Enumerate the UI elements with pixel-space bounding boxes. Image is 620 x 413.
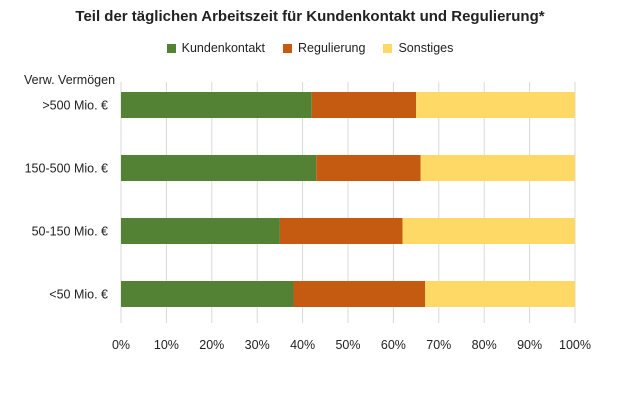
chart-title: Teil der täglichen Arbeitszeit für Kunde…: [75, 8, 545, 25]
legend: Kundenkontakt Regulierung Sonstiges: [0, 41, 620, 55]
y-tick-label: >500 Mio. €: [42, 99, 108, 113]
x-tick-label: 100%: [559, 338, 591, 352]
x-tick-label: 70%: [426, 338, 451, 352]
y-tick-label: 150-500 Mio. €: [25, 162, 108, 176]
bar-kundenkontakt: [121, 281, 294, 307]
legend-label-kundenkontakt: Kundenkontakt: [181, 41, 266, 55]
legend-item-regulierung: Regulierung: [283, 41, 365, 55]
bar-regulierung: [316, 155, 421, 181]
legend-swatch-kundenkontakt: [166, 43, 176, 53]
legend-swatch-regulierung: [283, 43, 293, 53]
bar-kundenkontakt: [121, 218, 280, 244]
x-tick-label: 40%: [290, 338, 315, 352]
x-tick-label: 10%: [154, 338, 179, 352]
bar-regulierung: [279, 218, 403, 244]
x-tick-label: 50%: [335, 338, 360, 352]
bar-sonstiges: [425, 281, 575, 307]
bar-kundenkontakt: [121, 155, 317, 181]
legend-label-sonstiges: Sonstiges: [398, 41, 454, 55]
x-tick-label: 0%: [112, 338, 130, 352]
bar-regulierung: [293, 281, 426, 307]
x-tick-label: 20%: [199, 338, 224, 352]
x-tick-label: 60%: [381, 338, 406, 352]
bar-sonstiges: [420, 155, 575, 181]
legend-label-regulierung: Regulierung: [298, 41, 366, 55]
legend-swatch-sonstiges: [383, 43, 393, 53]
x-tick-label: 90%: [517, 338, 542, 352]
bar-kundenkontakt: [121, 92, 312, 118]
legend-item-kundenkontakt: Kundenkontakt: [166, 41, 266, 55]
bar-sonstiges: [402, 218, 575, 244]
y-axis-title: Verw. Vermögen: [24, 73, 116, 87]
x-tick-label: 80%: [472, 338, 497, 352]
bar-sonstiges: [416, 92, 575, 118]
bar-regulierung: [311, 92, 417, 118]
x-tick-label: 30%: [245, 338, 270, 352]
y-tick-label: <50 Mio. €: [49, 288, 108, 302]
y-tick-label: 50-150 Mio. €: [32, 225, 108, 239]
legend-item-sonstiges: Sonstiges: [383, 41, 453, 55]
